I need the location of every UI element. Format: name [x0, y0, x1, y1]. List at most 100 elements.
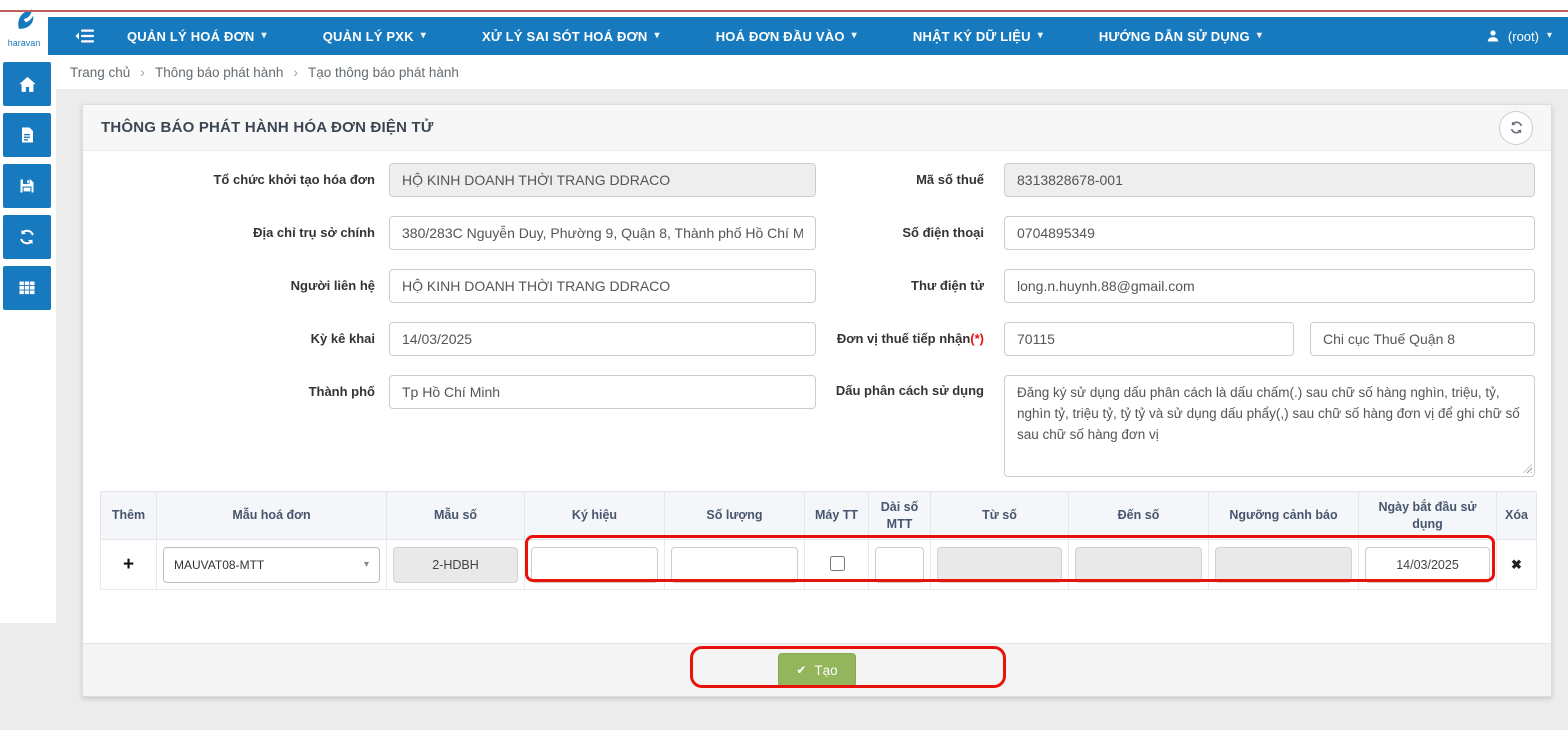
- add-row-button[interactable]: +: [100, 539, 157, 590]
- period-input[interactable]: [389, 322, 816, 356]
- tax-office-name-input[interactable]: [1310, 322, 1535, 356]
- form-column-right: Mã số thuế Số điện thoại Thư điện tử Đơn…: [816, 163, 1535, 477]
- nav-item-label: QUẢN LÝ HOÁ ĐƠN: [127, 28, 255, 44]
- tax-office-label-text: Đơn vị thuế tiếp nhận: [836, 330, 971, 346]
- form-row-tax-office: Đơn vị thuế tiếp nhận(*): [816, 322, 1535, 356]
- period-label: Kỳ kê khai: [310, 330, 375, 346]
- col-header-tu-so: Từ số: [930, 491, 1069, 540]
- refresh-icon: [1510, 121, 1522, 134]
- table-row: + MAUVAT08-MTT ▾ ✖: [100, 539, 1537, 590]
- main-panel: THÔNG BÁO PHÁT HÀNH HÓA ĐƠN ĐIỆN TỬ Tổ c…: [82, 104, 1552, 697]
- sidebar-item-grid[interactable]: [3, 266, 51, 310]
- email-input[interactable]: [1004, 269, 1535, 303]
- breadcrumb-separator: ›: [140, 64, 145, 80]
- create-button-label: Tạo: [814, 662, 838, 678]
- col-header-dai-so-mtt: Dài số MTT: [868, 491, 931, 540]
- chevron-down-icon: ▾: [1256, 30, 1263, 41]
- form-row-city: Thành phố: [83, 375, 816, 409]
- col-header-den-so: Đến số: [1068, 491, 1209, 540]
- breadcrumb-home[interactable]: Trang chủ: [70, 64, 131, 80]
- col-header-nguong-canh-bao: Ngưỡng cảnh báo: [1208, 491, 1359, 540]
- nav-item-nhat-ky-du-lieu[interactable]: NHẬT KÝ DỮ LIỆU ▾: [913, 29, 1043, 44]
- menu-icon: [75, 29, 94, 43]
- col-header-so-luong: Số lượng: [664, 491, 805, 540]
- symbol-input[interactable]: [531, 546, 658, 583]
- sidebar-item-home[interactable]: [3, 62, 51, 106]
- city-label: Thành phố: [308, 383, 375, 399]
- create-button[interactable]: ✔ Tạo: [778, 653, 856, 687]
- chevron-down-icon: ▾: [261, 30, 267, 41]
- form-row-email: Thư điện tử: [816, 269, 1535, 303]
- sidebar-item-sync[interactable]: [3, 215, 51, 259]
- mtt-length-input[interactable]: [875, 546, 924, 583]
- col-header-them: Thêm: [100, 491, 157, 540]
- template-select[interactable]: MAUVAT08-MTT ▾: [163, 546, 380, 583]
- form-row-phone: Số điện thoại: [816, 216, 1535, 250]
- issuance-form: Tổ chức khởi tạo hóa đơn Địa chỉ trụ sở …: [83, 151, 1551, 477]
- nav-item-label: XỬ LÝ SAI SÓT HOÁ ĐƠN: [482, 28, 648, 44]
- city-input[interactable]: [389, 375, 816, 409]
- chevron-down-icon: ▾: [1546, 30, 1552, 41]
- nav-item-hoa-don-dau-vao[interactable]: HOÁ ĐƠN ĐẦU VÀO ▾: [716, 29, 857, 44]
- address-label: Địa chỉ trụ sở chính: [253, 224, 375, 240]
- chevron-down-icon: ▾: [420, 30, 426, 41]
- separator-textarea-wrap: Đăng ký sử dụng dấu phân cách là dấu chấ…: [1004, 375, 1535, 477]
- delete-row-button[interactable]: ✖: [1496, 539, 1537, 590]
- brand-name: haravan: [7, 38, 41, 48]
- separator-textarea[interactable]: Đăng ký sử dụng dấu phân cách là dấu chấ…: [1004, 375, 1535, 477]
- user-label: (root): [1507, 28, 1539, 44]
- warning-threshold-input: [1215, 546, 1352, 583]
- form-row-org: Tổ chức khởi tạo hóa đơn: [83, 163, 816, 197]
- tax-office-inputs: [1004, 322, 1535, 356]
- document-icon: [22, 127, 33, 143]
- col-header-xoa: Xóa: [1496, 491, 1537, 540]
- save-icon: [20, 179, 34, 193]
- table-header-row: Thêm Mẫu hoá đơn Mẫu số Ký hiệu Số lượng…: [100, 491, 1537, 540]
- address-input[interactable]: [389, 216, 816, 250]
- org-label: Tổ chức khởi tạo hóa đơn: [213, 171, 375, 187]
- nav-item-quan-ly-hoa-don[interactable]: QUẢN LÝ HOÁ ĐƠN ▾: [127, 29, 267, 44]
- may-tt-checkbox[interactable]: [829, 556, 845, 571]
- nav-item-huong-dan-su-dung[interactable]: HƯỚNG DẪN SỬ DỤNG ▾: [1099, 29, 1262, 44]
- panel-footer: ✔ Tạo: [83, 643, 1551, 696]
- panel-header: THÔNG BÁO PHÁT HÀNH HÓA ĐƠN ĐIỆN TỬ: [83, 105, 1551, 151]
- chevron-down-icon: ▾: [654, 30, 660, 41]
- email-label: Thư điện tử: [911, 277, 984, 293]
- page-title: THÔNG BÁO PHÁT HÀNH HÓA ĐƠN ĐIỆN TỬ: [101, 119, 434, 136]
- nav-item-label: HƯỚNG DẪN SỬ DỤNG: [1098, 28, 1250, 44]
- check-icon: ✔: [796, 663, 807, 677]
- breadcrumb-separator: ›: [293, 64, 299, 80]
- nav-item-label: NHẬT KÝ DỮ LIỆU: [912, 28, 1031, 44]
- breadcrumb: Trang chủ › Thông báo phát hành › Tạo th…: [56, 55, 1568, 89]
- contact-input[interactable]: [389, 269, 816, 303]
- nav-item-label: QUẢN LÝ PXK: [322, 28, 414, 44]
- nav-menu: QUẢN LÝ HOÁ ĐƠN ▾ QUẢN LÝ PXK ▾ XỬ LÝ SAI …: [127, 29, 1262, 44]
- phone-label: Số điện thoại: [902, 224, 984, 240]
- phone-input[interactable]: [1004, 216, 1535, 250]
- sidebar-item-documents[interactable]: [3, 113, 51, 157]
- user-menu[interactable]: (root) ▾: [1486, 29, 1552, 44]
- to-number-input: [1075, 546, 1202, 583]
- col-header-may-tt: Máy TT: [804, 491, 869, 540]
- start-date-input[interactable]: [1365, 546, 1490, 583]
- home-icon: [18, 76, 36, 92]
- sidebar-collapse-icon[interactable]: [75, 29, 95, 43]
- form-row-separator: Dấu phân cách sử dụng Đăng ký sử dụng dấ…: [816, 375, 1535, 477]
- grid-icon: [19, 281, 35, 295]
- refresh-button[interactable]: [1499, 110, 1533, 145]
- annotation-top-line: [0, 10, 1568, 12]
- icon-sidebar: [3, 62, 51, 317]
- form-number-input: [393, 546, 518, 583]
- breadcrumb-thong-bao-phat-hanh[interactable]: Thông báo phát hành: [154, 64, 284, 80]
- nav-item-quan-ly-pxk[interactable]: QUẢN LÝ PXK ▾: [323, 29, 426, 44]
- quantity-input[interactable]: [671, 546, 798, 583]
- sync-icon: [20, 229, 34, 245]
- nav-item-label: HOÁ ĐƠN ĐẦU VÀO: [715, 28, 845, 44]
- sidebar-item-save[interactable]: [3, 164, 51, 208]
- form-row-contact: Người liên hệ: [83, 269, 816, 303]
- tax-office-code-input[interactable]: [1004, 322, 1294, 356]
- haravan-logo[interactable]: haravan: [0, 0, 48, 55]
- form-column-left: Tổ chức khởi tạo hóa đơn Địa chỉ trụ sở …: [83, 163, 816, 477]
- resize-handle-icon[interactable]: [1523, 464, 1532, 473]
- nav-item-xu-ly-sai-sot[interactable]: XỬ LÝ SAI SÓT HOÁ ĐƠN ▾: [482, 29, 660, 44]
